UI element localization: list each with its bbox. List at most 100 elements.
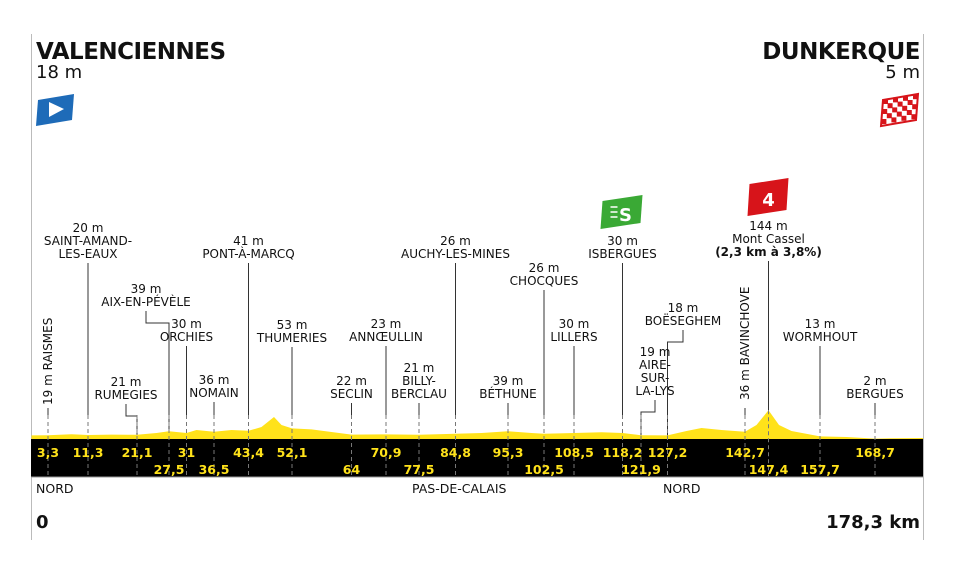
waypoint-label: 23 m ANNŒULLIN: [349, 318, 423, 344]
waypoint-altitude: 19 m: [41, 370, 55, 405]
elevation-profile-area: [31, 410, 923, 439]
waypoint-name: SAINT-AMAND-: [43, 234, 133, 248]
waypoint-altitude: 26 m: [528, 261, 560, 275]
km-marker: 102,5: [524, 462, 564, 477]
waypoint-label: 36 m NOMAIN: [189, 374, 239, 400]
waypoint-leader-line: [125, 404, 138, 435]
waypoint-altitude: 53 m: [276, 318, 308, 332]
waypoint-name: SECLIN: [330, 387, 373, 401]
km-marker: 118,2: [602, 445, 643, 460]
waypoint-altitude: 13 m: [804, 317, 836, 331]
waypoint-name: PONT-À-MARCQ: [202, 247, 295, 261]
waypoint-name: Mont Cassel: [732, 232, 805, 246]
km-marker: 70,9: [370, 445, 402, 460]
km-marker: 84,8: [440, 445, 471, 460]
waypoint-altitude: 26 m: [440, 234, 471, 248]
waypoint-altitude: 23 m: [370, 317, 402, 331]
start-flag-icon: [36, 94, 74, 126]
waypoint-name: AUCHY-LES-MINES: [401, 247, 510, 261]
waypoint-label: 13 m WORMHOUT: [783, 318, 858, 344]
waypoint-label: 30 m ISBERGUES: [588, 235, 657, 261]
region-label: NORD: [663, 481, 701, 496]
km-marker: 147,4: [748, 462, 789, 477]
climb-category-icon: 4: [747, 178, 789, 216]
waypoint-label: 19 m RAISMES: [41, 318, 55, 405]
start-altitude: 18 m: [36, 62, 83, 83]
waypoint-name: LA-LYS: [635, 384, 675, 398]
frame-left: [31, 34, 32, 540]
waypoint-name: AIRE-: [639, 358, 671, 372]
waypoint-altitude: 30 m: [607, 234, 638, 248]
waypoint-altitude: 20 m: [72, 221, 104, 235]
waypoint-altitude: 30 m: [171, 317, 202, 331]
start-city: VALENCIENNES: [36, 39, 226, 65]
waypoint-name: AIX-EN-PÉVÈLE: [101, 295, 191, 309]
km-marker: 127,2: [647, 445, 688, 460]
waypoint-altitude: 19 m: [639, 345, 671, 359]
waypoint-altitude: 36 m: [738, 365, 752, 400]
climb-detail: (2,3 km à 3,8%): [715, 245, 822, 259]
waypoint-name: BERGUES: [846, 387, 904, 401]
waypoint-name: RUMEGIES: [94, 388, 158, 402]
km-marker: 36,5: [198, 462, 230, 477]
waypoint-altitude: 2 m: [863, 374, 887, 388]
waypoint-name: BAVINCHOVE: [738, 286, 752, 366]
waypoint-altitude: 36 m: [198, 373, 230, 387]
region-label: PAS-DE-CALAIS: [412, 481, 507, 496]
waypoint-label: 144 m Mont Cassel (2,3 km à 3,8%): [715, 220, 822, 259]
km-marker: 95,3: [492, 445, 524, 460]
waypoint-name: LILLERS: [550, 330, 598, 344]
waypoint-name: SUR-: [640, 371, 670, 385]
waypoint-name: BOËSEGHEM: [644, 314, 722, 328]
km-bar: [31, 439, 923, 477]
waypoint-label: 2 m BERGUES: [846, 375, 903, 401]
waypoint-altitude: 41 m: [233, 234, 264, 248]
waypoint-name: BILLY-: [402, 374, 436, 388]
finish-checkered-flag-icon: [879, 92, 920, 128]
waypoint-label: 30 m LILLERS: [550, 318, 597, 344]
waypoint-label: 53 m THUMERIES: [257, 319, 327, 345]
km-marker: 11,3: [72, 445, 104, 460]
waypoint-name: RAISMES: [41, 317, 55, 371]
waypoint-altitude: 18 m: [667, 301, 699, 315]
region-label: NORD: [36, 481, 74, 496]
waypoint-altitude: 21 m: [403, 361, 435, 375]
waypoint-name: CHOCQUES: [509, 274, 579, 288]
waypoint-label: 39 m BÉTHUNE: [479, 375, 537, 401]
waypoint-name: WORMHOUT: [782, 330, 858, 344]
waypoint-label: 39 m AIX-EN-PÉVÈLE: [101, 283, 190, 309]
km-marker: 64: [342, 462, 361, 477]
km-marker: 168,7: [855, 445, 895, 460]
waypoint-altitude: 144 m: [749, 219, 788, 233]
waypoint-altitude: 21 m: [110, 375, 142, 389]
waypoint-name: BÉTHUNE: [479, 387, 537, 401]
waypoint-name: LES-EAUX: [58, 247, 118, 261]
km-marker: 121,9: [621, 462, 661, 477]
km-marker: 52,1: [276, 445, 308, 460]
km-marker: 21,1: [121, 445, 153, 460]
waypoint-label: 21 m BILLY- BERCLAU: [391, 362, 447, 401]
km-marker: 27,5: [153, 462, 185, 477]
waypoint-label: 20 m SAINT-AMAND- LES-EAUX: [44, 222, 132, 261]
waypoint-name: ISBERGUES: [588, 247, 657, 261]
waypoint-label: 30 m ORCHIES: [160, 318, 213, 344]
waypoint-altitude: 39 m: [130, 282, 162, 296]
distance-start: 0: [36, 512, 49, 533]
waypoint-name: BERCLAU: [391, 387, 447, 401]
svg-text:4: 4: [762, 190, 775, 211]
finish-city: DUNKERQUE: [762, 39, 920, 65]
waypoint-name: ORCHIES: [159, 330, 214, 344]
finish-altitude: 5 m: [885, 62, 920, 83]
km-marker: 108,5: [554, 445, 594, 460]
km-marker: 31: [177, 445, 196, 460]
waypoint-altitude: 39 m: [492, 374, 524, 388]
km-marker: 157,7: [800, 462, 840, 477]
frame-right: [923, 34, 924, 540]
intermediate-sprint-icon: S: [600, 195, 643, 229]
km-marker: 77,5: [403, 462, 435, 477]
waypoint-leader-line: [667, 330, 684, 436]
waypoint-name: NOMAIN: [189, 386, 239, 400]
waypoint-name: THUMERIES: [256, 331, 328, 345]
